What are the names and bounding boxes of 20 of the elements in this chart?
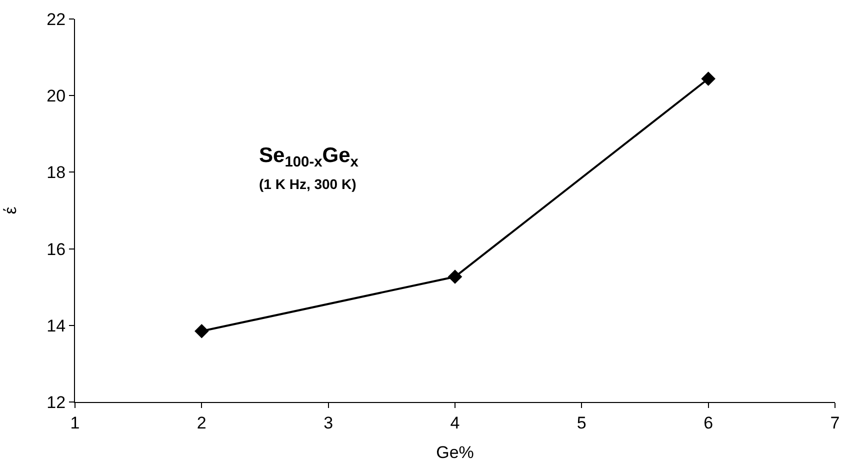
y-tick-label: 20 xyxy=(46,86,66,106)
y-tick-label: 14 xyxy=(46,316,66,336)
x-tick-label: 3 xyxy=(324,413,334,432)
annotation: (1 K Hz, 300 K) xyxy=(259,176,356,192)
x-axis-title: Ge% xyxy=(436,443,474,462)
point xyxy=(701,72,716,86)
y-tick-label: 18 xyxy=(46,163,66,182)
x-tick-label: 6 xyxy=(704,413,714,432)
point xyxy=(194,324,209,338)
x-tick-label: 7 xyxy=(830,413,840,432)
x-tick-label: 2 xyxy=(196,413,206,432)
y-axis-title: έ xyxy=(1,206,20,214)
x-tick-label: 4 xyxy=(450,413,460,432)
point xyxy=(448,270,462,284)
y-tick-label: 22 xyxy=(46,10,66,29)
x-tick-label: 5 xyxy=(576,413,586,432)
annotation: Se$_{100-x}$Ge$_{x}$ xyxy=(259,144,360,170)
y-tick-label: 12 xyxy=(46,392,66,412)
x-tick-label: 1 xyxy=(70,413,80,432)
y-tick-label: 16 xyxy=(46,240,66,259)
